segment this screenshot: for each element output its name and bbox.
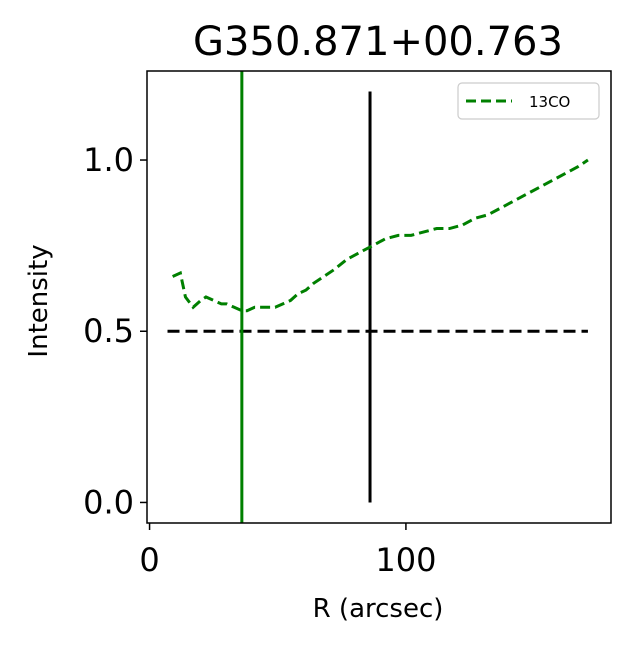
plot-area bbox=[167, 71, 589, 523]
legend: 13CO bbox=[457, 82, 600, 120]
legend-label-13co: 13CO bbox=[529, 93, 570, 111]
plot-frame bbox=[146, 70, 612, 524]
y-tick-label: 1.0 bbox=[83, 141, 134, 179]
y-tick-label: 0.0 bbox=[83, 483, 134, 521]
legend-box bbox=[457, 82, 600, 120]
y-tick-label: 0.5 bbox=[83, 312, 134, 350]
series-line-13co bbox=[172, 158, 589, 313]
chart-title: G350.871+00.763 bbox=[193, 19, 563, 65]
y-axis-label: Intensity bbox=[24, 244, 54, 357]
x-tick-label: 100 bbox=[375, 541, 436, 579]
x-tick-label: 0 bbox=[139, 541, 159, 579]
x-axis-label: R (arcsec) bbox=[313, 594, 444, 624]
y-axis: 0.0 0.5 1.0 bbox=[83, 141, 147, 521]
x-axis: 0 100 bbox=[139, 523, 436, 579]
